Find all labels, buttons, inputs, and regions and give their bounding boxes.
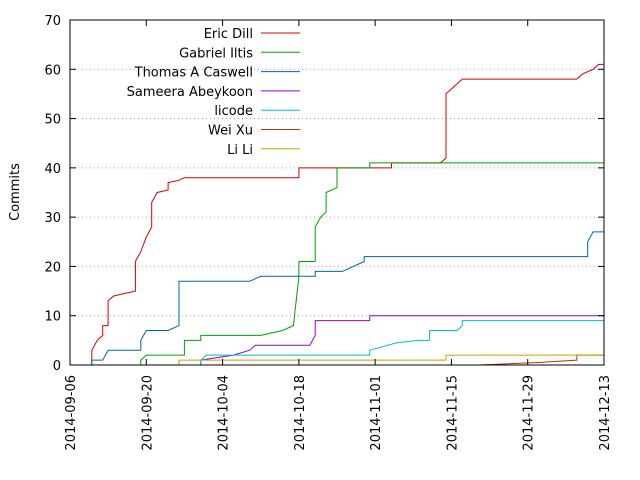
series-line-eric-dill bbox=[91, 63, 604, 365]
series-line-gabriel-iltis bbox=[140, 162, 604, 365]
x-tick-label: 2014-10-18 bbox=[293, 375, 308, 451]
series-line-wei-xu bbox=[478, 354, 604, 366]
y-tick-label: 10 bbox=[44, 310, 61, 325]
x-tick-label: 2014-09-06 bbox=[64, 375, 79, 451]
y-tick-label: 20 bbox=[44, 260, 61, 275]
grid-lines bbox=[70, 68, 604, 317]
x-tick-label: 2014-10-04 bbox=[217, 375, 232, 451]
legend-label: Li Li bbox=[227, 143, 253, 158]
series-line-li-li bbox=[178, 354, 604, 365]
series-lines bbox=[91, 63, 604, 366]
x-tick-label: 2014-09-20 bbox=[140, 375, 155, 451]
series-line-thomas-a-caswell bbox=[91, 231, 604, 365]
legend-label: Sameera Abeykoon bbox=[127, 85, 253, 100]
y-tick-label: 60 bbox=[44, 63, 61, 78]
y-tick-label: 50 bbox=[44, 113, 61, 128]
legend-label: licode bbox=[214, 104, 253, 119]
x-axis-tick-labels: 2014-09-06 2014-09-20 2014-10-04 2014-10-18… bbox=[64, 375, 613, 451]
plot-frame bbox=[69, 19, 605, 366]
legend: Eric Dill Gabriel Iltis Thomas A Caswell Sa… bbox=[127, 27, 300, 158]
y-tick-label: 0 bbox=[53, 359, 61, 374]
y-tick-label: 40 bbox=[44, 162, 61, 177]
y-tick-label: 70 bbox=[44, 14, 61, 29]
x-tick-label: 2014-11-15 bbox=[445, 375, 460, 451]
legend-label: Eric Dill bbox=[204, 27, 253, 42]
y-axis-title: Commits bbox=[8, 163, 23, 221]
y-axis-tick-labels: 0 10 20 30 40 50 60 70 bbox=[44, 14, 61, 374]
series-line-licode bbox=[200, 320, 604, 365]
legend-label: Gabriel Iltis bbox=[179, 46, 253, 61]
legend-label: Wei Xu bbox=[208, 124, 253, 139]
axis-ticks bbox=[69, 19, 605, 366]
series-line-sameera-abeykoon bbox=[200, 315, 604, 365]
y-tick-label: 30 bbox=[44, 211, 61, 226]
x-tick-label: 2014-11-29 bbox=[522, 375, 537, 451]
x-tick-label: 2014-12-13 bbox=[598, 375, 613, 451]
x-tick-label: 2014-11-01 bbox=[369, 375, 384, 451]
legend-label: Thomas A Caswell bbox=[134, 66, 253, 81]
